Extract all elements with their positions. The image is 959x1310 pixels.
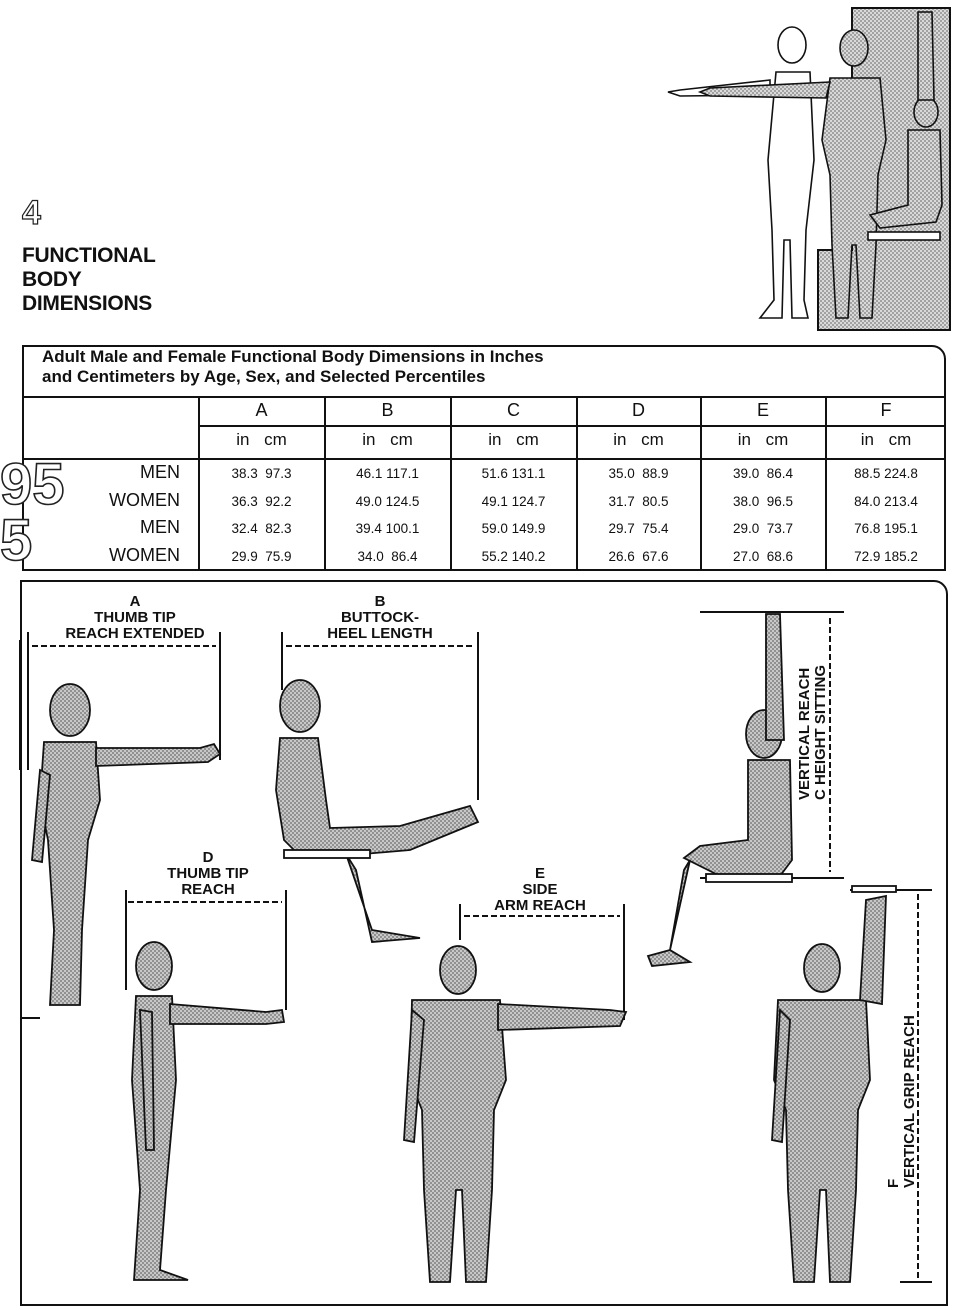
table-cell: 29.0 73.7 xyxy=(732,521,794,536)
table-cell: 38.3 97.3 xyxy=(231,466,292,481)
table-cell: 55.2 140.2 xyxy=(481,549,546,564)
diagram-label-d: D THUMB TIP REACH xyxy=(118,850,298,898)
row-label: WOMEN xyxy=(109,490,180,510)
figure-f xyxy=(771,885,897,1283)
percentile-95-label: 95 xyxy=(0,452,65,517)
diagram-label-b: B BUTTOCK- HEEL LENGTH xyxy=(282,594,478,642)
table-cell: 31.7 80.5 xyxy=(608,494,669,509)
table-cell: 49.0 124.5 xyxy=(355,494,420,509)
table-cell: 36.3 92.2 xyxy=(231,494,292,509)
table-cell: 34.0 86.4 xyxy=(357,549,418,564)
diagram-letter: A xyxy=(129,593,141,610)
diagram-label-line: BUTTOCK- xyxy=(340,609,420,626)
unit-header: in cm xyxy=(860,430,912,449)
table-cell: 39.4 100.1 xyxy=(355,521,420,536)
table-cell: 88.5 224.8 xyxy=(854,466,918,481)
unit-header: in cm xyxy=(236,430,287,449)
figure-e xyxy=(403,945,628,1283)
table-rule xyxy=(324,396,326,571)
row-label: WOMEN xyxy=(109,545,180,565)
diagram-label-a: A THUMB TIP REACH EXTENDED xyxy=(40,594,230,642)
table-cell: 49.1 124.7 xyxy=(481,494,546,509)
chapter-title-line: BODY xyxy=(22,268,82,291)
diagram-letter: E xyxy=(534,865,545,882)
diagram-label-line: ARM REACH xyxy=(494,897,586,914)
table-cell: 35.0 88.9 xyxy=(608,466,669,481)
table-cell: 32.4 82.3 xyxy=(231,521,292,536)
chapter-title-line: DIMENSIONS xyxy=(22,292,153,315)
column-header-e: E xyxy=(756,400,769,420)
table-cell: 27.0 68.6 xyxy=(732,549,794,564)
table-rule xyxy=(198,425,946,427)
figure-a xyxy=(31,683,222,1006)
percentile-5-label: 5 xyxy=(0,508,33,573)
figure-c xyxy=(646,613,793,967)
chapter-number: 4 xyxy=(21,194,41,232)
table-cell: 51.6 131.1 xyxy=(481,466,546,481)
unit-header: in cm xyxy=(488,430,539,449)
chapter-title: FUNCTIONAL BODY DIMENSIONS xyxy=(22,244,156,316)
table-rule xyxy=(700,396,702,571)
table-cell: 38.0 96.5 xyxy=(732,494,794,509)
unit-header: in cm xyxy=(613,430,664,449)
table-caption: Adult Male and Female Functional Body Di… xyxy=(42,347,544,387)
diagram-label-line: REACH EXTENDED xyxy=(65,625,205,642)
table-rule xyxy=(825,396,827,571)
table-cell: 29.9 75.9 xyxy=(231,549,292,564)
row-label: MEN xyxy=(140,517,180,537)
table-caption-line: Adult Male and Female Functional Body Di… xyxy=(42,347,544,366)
table-cell: 59.0 149.9 xyxy=(481,521,546,536)
unit-header: in cm xyxy=(362,430,413,449)
table-cell: 46.1 117.1 xyxy=(356,466,419,481)
column-header-d: D xyxy=(632,400,645,420)
table-rule xyxy=(450,396,452,571)
chapter-title-line: FUNCTIONAL xyxy=(22,244,156,267)
diagram-label-line: SIDE xyxy=(522,881,558,898)
diagram-label-line: REACH xyxy=(181,881,235,898)
unit-header: in cm xyxy=(737,430,789,449)
table-cell: 76.8 195.1 xyxy=(854,521,918,536)
column-header-b: B xyxy=(381,400,394,420)
diagram-label-line: HEEL LENGTH xyxy=(327,625,433,642)
diagram-letter: B xyxy=(374,593,386,610)
table-cell: 84.0 213.4 xyxy=(854,494,918,509)
table-rule xyxy=(576,396,578,571)
column-header-f: F xyxy=(880,400,892,420)
table-cell: 26.6 67.6 xyxy=(608,549,669,564)
diagram-panel xyxy=(20,580,948,1306)
figure-b xyxy=(275,679,480,943)
hero-figures-illustration xyxy=(667,7,951,331)
table-cell: 72.9 185.2 xyxy=(854,549,918,564)
column-header-c: C xyxy=(507,400,520,420)
diagram-label-line: THUMB TIP xyxy=(167,865,249,882)
table-rule xyxy=(22,458,946,460)
column-header-a: A xyxy=(255,400,268,420)
table-rule xyxy=(22,396,946,398)
table-caption-line: and Centimeters by Age, Sex, and Selecte… xyxy=(42,367,486,386)
table-rule xyxy=(198,396,200,571)
diagram-label-e: E SIDE ARM REACH xyxy=(455,866,625,914)
figure-d xyxy=(131,941,286,1281)
row-label: MEN xyxy=(140,462,180,482)
table-cell: 39.0 86.4 xyxy=(732,466,794,481)
diagram-letter: D xyxy=(202,849,214,866)
diagram-label-line: THUMB TIP xyxy=(94,609,176,626)
table-cell: 29.7 75.4 xyxy=(608,521,669,536)
